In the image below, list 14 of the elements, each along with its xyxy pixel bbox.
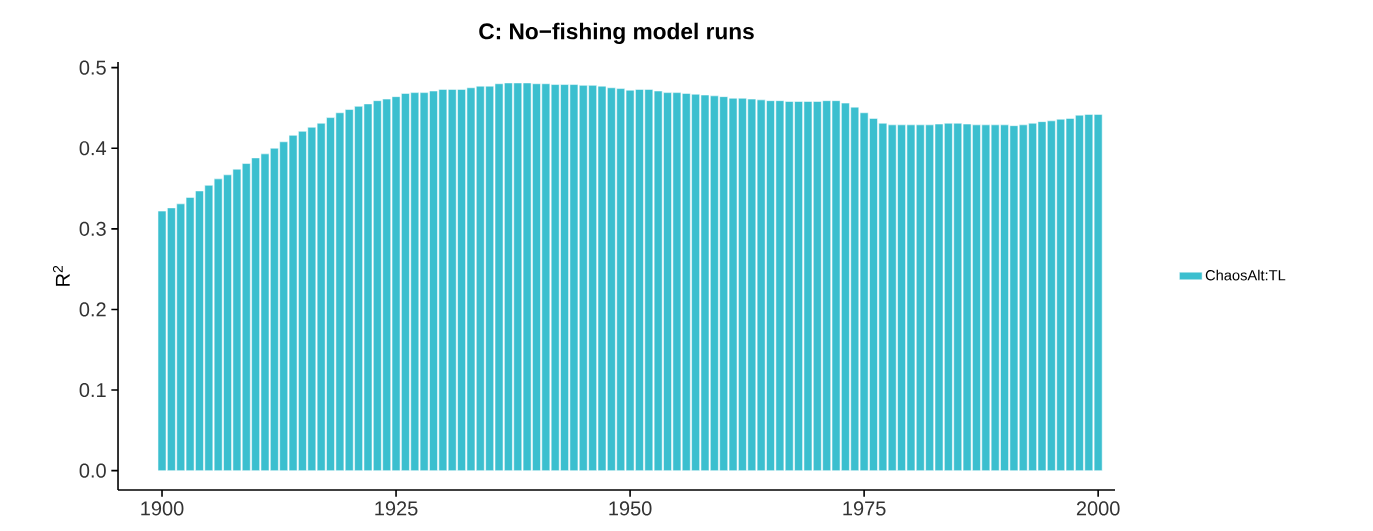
y-tick-label: 0.1: [79, 382, 106, 398]
legend-label: ChaosAlt:TL: [1205, 269, 1286, 281]
x-tick-label: 1900: [141, 501, 184, 516]
y-tick-label: 0.5: [79, 60, 106, 75]
x-tick-label: 1950: [609, 501, 652, 516]
x-tick-label: 2000: [1076, 501, 1120, 516]
y-axis-title: R$^{2}$: [52, 265, 70, 286]
y-tick-label: 0.2: [79, 302, 106, 317]
y-tick-label: 0.0: [79, 463, 106, 478]
y-tick-label: 0.4: [79, 141, 107, 156]
x-tick-label: 1925: [375, 501, 418, 516]
y-tick-label: 0.3: [79, 221, 106, 236]
chart-title: C: No−fishing model runs: [479, 22, 754, 44]
x-tick-label: 1975: [843, 501, 886, 516]
